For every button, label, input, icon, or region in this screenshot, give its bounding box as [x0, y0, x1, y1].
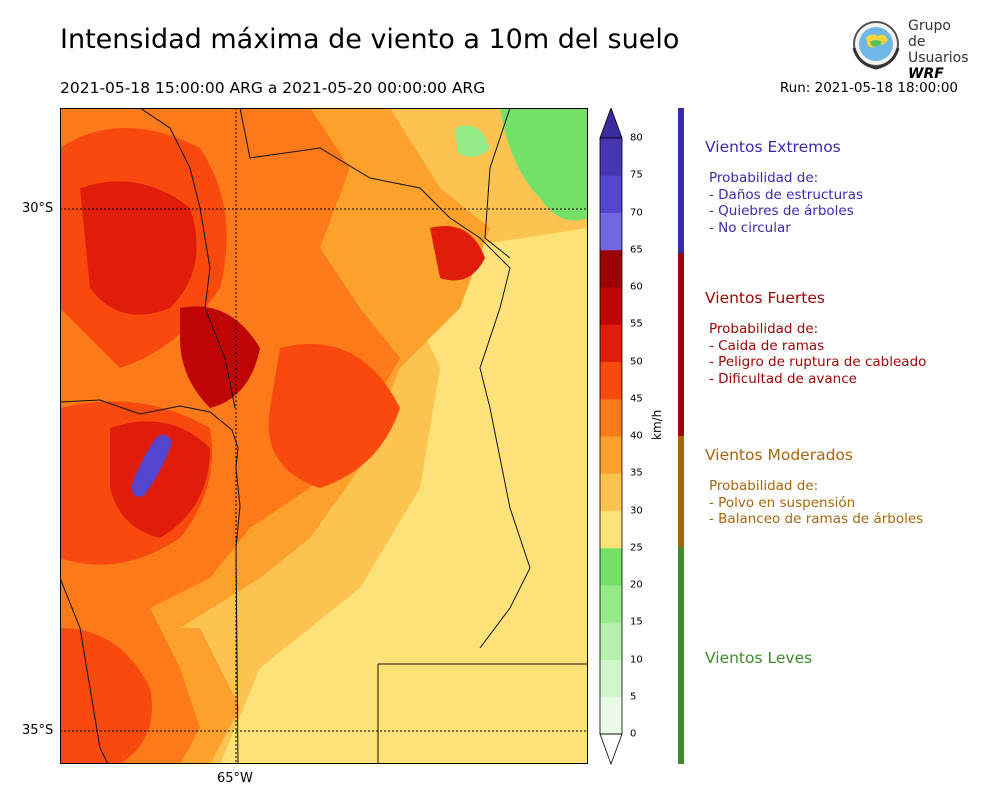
colorbar-swatch-5	[600, 659, 622, 698]
category-item: - Daños de estructuras	[709, 186, 864, 203]
wind-zone-20-25-ne	[500, 108, 588, 221]
wind-zone-25-30-south	[300, 648, 480, 764]
colorbar-tick-label: 0	[630, 728, 637, 740]
category-bar-extreme	[678, 108, 684, 253]
colorbar-swatch-25	[600, 510, 622, 549]
category-bar-light	[678, 547, 684, 764]
run-time: Run: 2021-05-18 18:00:00	[779, 80, 958, 96]
wind-zone-55-60	[180, 306, 260, 408]
colorbar-swatch-70	[600, 175, 622, 213]
colorbar-unit: km/h	[650, 409, 664, 440]
wind-zone-45-50-sw	[60, 628, 152, 764]
national-boundary-west	[60, 577, 109, 764]
colorbar-tick-label: 50	[630, 356, 643, 367]
colorbar-frame	[599, 137, 623, 735]
colorbar-tick-label: 80	[630, 132, 643, 144]
colorbar-tick-label: 15	[630, 616, 643, 628]
colorbar-tick-label: 10	[630, 654, 643, 665]
colorbar-tick-label: 45	[630, 393, 643, 405]
category-strong: Vientos Fuertes Probabilidad de: - Caida…	[705, 289, 926, 387]
colorbar-swatch-20	[600, 547, 622, 586]
wrf-logo: Grupo de Usuarios WRF	[848, 18, 969, 82]
lon-label-65w: 65°W	[217, 771, 253, 786]
colorbar-tick-label: 60	[630, 281, 643, 293]
wind-zone-50-55-nw	[80, 181, 197, 315]
category-title: Vientos Extremos	[705, 138, 841, 156]
category-bar-moderate	[678, 436, 684, 547]
chart-title: Intensidad máxima de viento a 10m del su…	[60, 24, 680, 55]
colorbar-tick-label: 65	[630, 244, 643, 256]
colorbar-extend-max	[599, 106, 623, 139]
category-item: Probabilidad de:	[709, 321, 819, 337]
wind-zone-15-20-ne	[455, 125, 490, 157]
colorbar-tick-label: 40	[630, 430, 643, 442]
colorbar-swatch-60	[600, 249, 622, 288]
colorbar-swatch-55	[600, 287, 622, 325]
province-boundary-3	[239, 108, 531, 649]
wind-map	[60, 108, 588, 764]
category-extreme: Vientos Extremos Probabilidad de: - Daño…	[705, 138, 863, 236]
category-item: - Peligro de ruptura de cableado	[709, 354, 927, 370]
colorbar-tick-label: 55	[630, 318, 643, 330]
colorbar-swatches	[599, 106, 623, 766]
colorbar-tick-label: 75	[630, 169, 643, 181]
colorbar-swatch-30	[600, 473, 622, 511]
category-item: - Dificultad de avance	[709, 370, 857, 387]
national-boundary-ne	[484, 108, 511, 259]
category-bar-strong	[678, 253, 684, 436]
colorbar: 80 75 70 65 60 55 50 45 40 35 30 25 20 15 10 5 0	[598, 106, 678, 768]
forecast-period: 2021-05-18 15:00:00 ARG a 2021-05-20 00:…	[60, 79, 486, 97]
category-item: - Caida de ramas	[709, 337, 825, 354]
province-boundary-2	[139, 108, 236, 409]
category-item: - Balanceo de ramas de árboles	[709, 511, 924, 527]
colorbar-swatch-65	[600, 212, 622, 251]
colorbar-swatch-75	[600, 138, 622, 176]
colorbar-tick-label: 70	[630, 207, 643, 218]
wind-zone-50-55-ne	[430, 226, 485, 281]
colorbar-swatch-0	[600, 696, 622, 735]
category-item: - No circular	[709, 219, 791, 236]
category-item: Probabilidad de:	[709, 170, 819, 186]
wind-zone-70-75	[131, 434, 172, 497]
category-title: Vientos Leves	[705, 649, 813, 667]
province-boundary-1	[60, 399, 241, 764]
logo-line-1: Grupo de	[908, 18, 951, 50]
colorbar-swatch-35	[600, 436, 622, 474]
globe-icon	[852, 21, 900, 70]
category-item: - Polvo en suspensión	[709, 494, 856, 511]
colorbar-tick-label: 25	[630, 542, 643, 554]
colorbar-tick-label: 20	[630, 579, 643, 591]
colorbar-tick-label: 5	[630, 691, 637, 703]
wind-zone-45-50-center	[268, 344, 400, 488]
category-item: - Quiebres de árboles	[709, 203, 854, 219]
map-frame	[60, 108, 588, 764]
colorbar-swatch-45	[600, 361, 622, 400]
colorbar-swatch-40	[600, 398, 622, 437]
category-item: Probabilidad de:	[709, 478, 819, 494]
category-title: Vientos Moderados	[705, 446, 853, 464]
logo-line-3: WRF	[908, 66, 944, 82]
colorbar-swatch-10	[600, 622, 622, 660]
wind-zone-25-30	[220, 228, 588, 764]
category-light: Vientos Leves	[705, 649, 812, 681]
lat-label-35s: 35°S	[22, 723, 54, 738]
colorbar-swatch-50	[600, 324, 622, 362]
lat-label-30s: 30°S	[22, 201, 54, 216]
category-moderate: Vientos Moderados Probabilidad de: - Pol…	[705, 446, 923, 528]
category-title: Vientos Fuertes	[705, 289, 825, 307]
logo-line-2: Usuarios	[908, 50, 969, 66]
colorbar-swatch-15	[600, 585, 622, 623]
colorbar-extend-min	[599, 733, 623, 766]
wind-zone-50-55-w	[110, 421, 210, 538]
colorbar-tick-label: 30	[630, 505, 643, 516]
colorbar-tick-label: 35	[630, 467, 643, 479]
